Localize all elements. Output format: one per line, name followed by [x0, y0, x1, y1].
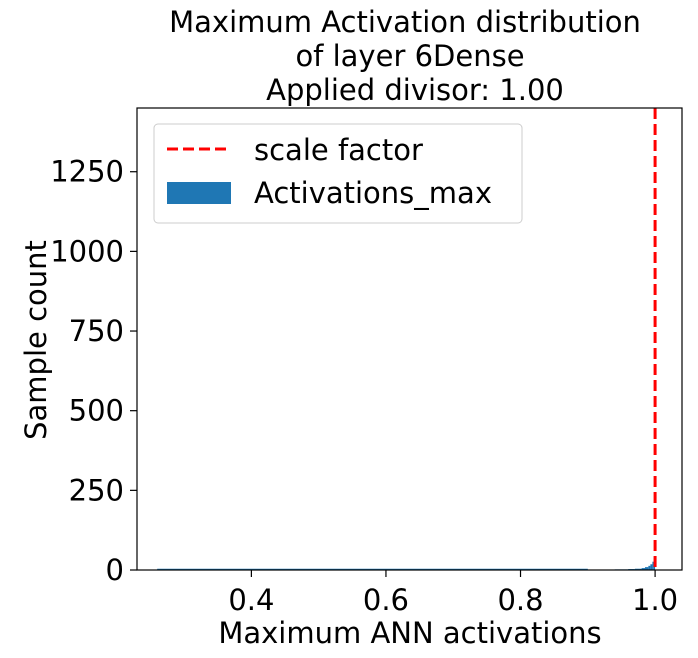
x-tick-label: 0.8: [497, 583, 543, 617]
y-axis: 0 250 500 750 1000 1250: [50, 155, 137, 587]
title-line-1: Maximum Activation distribution: [169, 5, 641, 39]
plot-frame: [136, 107, 683, 571]
x-axis: 0.4 0.6 0.8 1.0: [228, 570, 678, 617]
title-line-2: of layer 6Dense: [295, 39, 524, 73]
title-line-3: Applied divisor: 1.00: [266, 73, 564, 107]
histogram-bar: [634, 568, 642, 570]
histogram-bar: [641, 568, 645, 570]
y-tick-label: 750: [69, 314, 124, 348]
y-tick-label: 1250: [50, 155, 124, 189]
legend-label-activations: Activations_max: [254, 176, 492, 210]
x-tick-label: 0.4: [228, 583, 274, 617]
histogram-bar: [650, 564, 653, 570]
y-tick-label: 500: [69, 394, 124, 428]
y-axis-label: Sample count: [19, 240, 53, 440]
histogram-bar: [652, 561, 654, 570]
chart-title: Maximum Activation distribution of layer…: [169, 5, 641, 107]
y-tick-label: 1000: [50, 234, 124, 268]
histogram-bar: [648, 565, 651, 570]
x-tick-label: 1.0: [632, 583, 678, 617]
legend: scale factor Activations_max: [153, 123, 523, 224]
x-tick-label: 0.6: [363, 583, 409, 617]
legend-box: [153, 123, 523, 224]
legend-label-scale-factor: scale factor: [254, 133, 423, 167]
x-axis-label: Maximum ANN activations: [218, 616, 601, 650]
y-tick-label: 250: [69, 473, 124, 507]
y-tick-label: 0: [106, 553, 124, 587]
legend-swatch-activations: [167, 182, 231, 204]
histogram-bar: [644, 567, 649, 570]
